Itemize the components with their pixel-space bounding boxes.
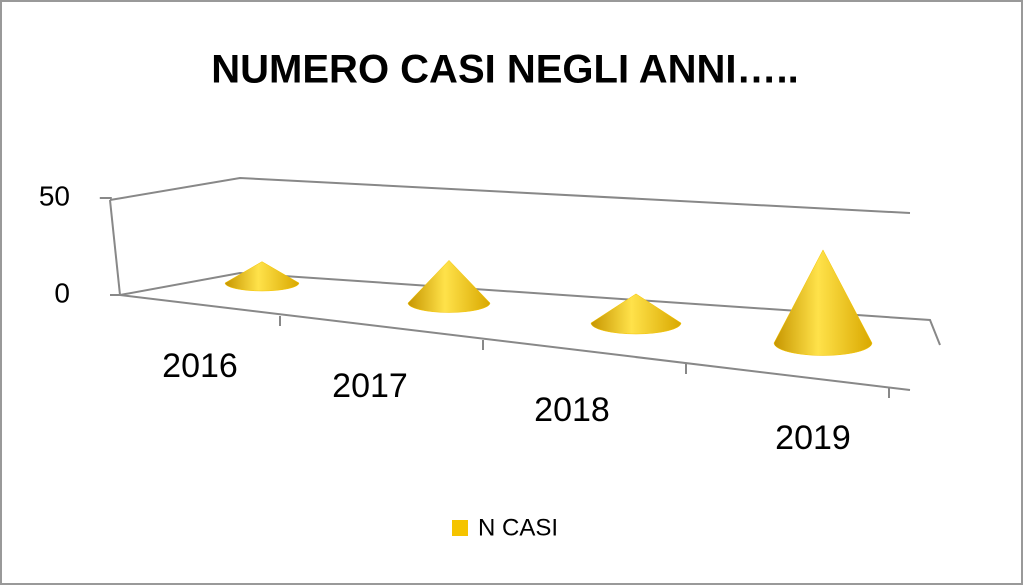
legend-label: N CASI bbox=[478, 514, 558, 541]
cone bbox=[224, 261, 300, 292]
legend-swatch bbox=[452, 520, 468, 536]
x-tick-label: 2018 bbox=[534, 391, 610, 429]
cone bbox=[407, 259, 491, 313]
x-tick-label: 2017 bbox=[332, 367, 408, 405]
cone bbox=[590, 293, 682, 335]
y-axis bbox=[109, 199, 121, 296]
x-tick-label: 2016 bbox=[162, 347, 238, 385]
x-tick-label: 2019 bbox=[775, 419, 851, 457]
back-wall-top bbox=[109, 176, 911, 214]
plot-walls bbox=[109, 176, 941, 391]
y-tick-label: 50 bbox=[39, 180, 70, 211]
floor-front bbox=[119, 294, 911, 391]
chart-title: NUMERO CASI NEGLI ANNI….. bbox=[211, 48, 798, 92]
cone bbox=[773, 249, 873, 356]
y-tick-label: 0 bbox=[54, 277, 70, 308]
floor-back bbox=[119, 271, 941, 346]
